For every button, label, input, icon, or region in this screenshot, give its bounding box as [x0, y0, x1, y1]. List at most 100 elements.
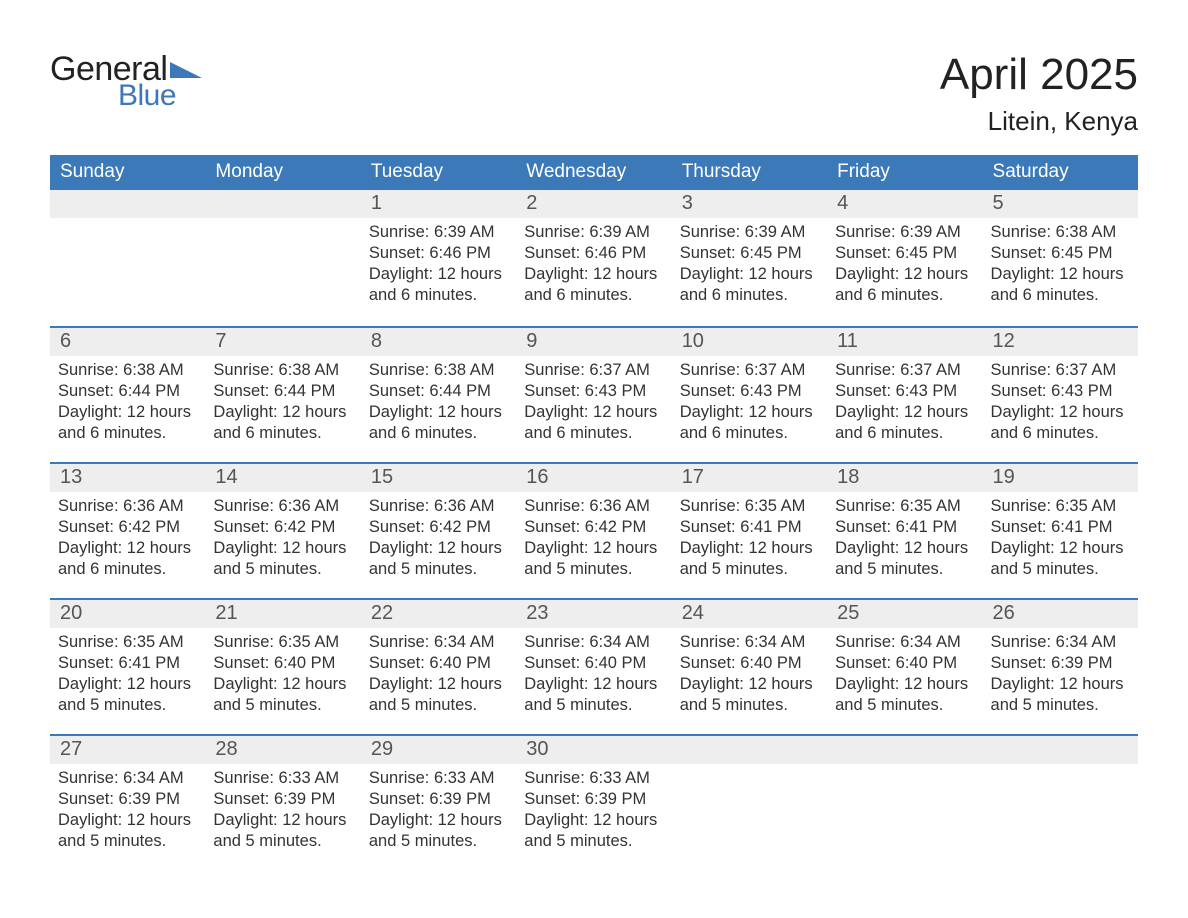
sunrise-line: Sunrise: 6:37 AM: [835, 360, 974, 381]
day-info: Sunrise: 6:37 AMSunset: 6:43 PMDaylight:…: [522, 356, 665, 444]
weekday-header: Sunday: [50, 155, 205, 190]
empty-day: [672, 734, 827, 764]
day-info: Sunrise: 6:39 AMSunset: 6:46 PMDaylight:…: [522, 218, 665, 306]
day-cell: 11Sunrise: 6:37 AMSunset: 6:43 PMDayligh…: [827, 326, 982, 462]
daylight-line: Daylight: 12 hours and 6 minutes.: [369, 264, 508, 306]
daylight-line: Daylight: 12 hours and 5 minutes.: [58, 674, 197, 716]
day-number: 18: [827, 462, 982, 492]
day-cell: [50, 190, 205, 326]
sunrise-line: Sunrise: 6:36 AM: [524, 496, 663, 517]
sunset-line: Sunset: 6:41 PM: [58, 653, 197, 674]
daylight-line: Daylight: 12 hours and 5 minutes.: [369, 674, 508, 716]
daylight-line: Daylight: 12 hours and 5 minutes.: [680, 538, 819, 580]
day-info: Sunrise: 6:35 AMSunset: 6:41 PMDaylight:…: [989, 492, 1132, 580]
day-cell: 16Sunrise: 6:36 AMSunset: 6:42 PMDayligh…: [516, 462, 671, 598]
sunrise-line: Sunrise: 6:33 AM: [369, 768, 508, 789]
day-info: Sunrise: 6:34 AMSunset: 6:40 PMDaylight:…: [678, 628, 821, 716]
day-number: 23: [516, 598, 671, 628]
daylight-line: Daylight: 12 hours and 5 minutes.: [991, 538, 1130, 580]
day-info: Sunrise: 6:37 AMSunset: 6:43 PMDaylight:…: [678, 356, 821, 444]
daylight-line: Daylight: 12 hours and 6 minutes.: [991, 264, 1130, 306]
day-cell: 15Sunrise: 6:36 AMSunset: 6:42 PMDayligh…: [361, 462, 516, 598]
sunrise-line: Sunrise: 6:39 AM: [369, 222, 508, 243]
weeks-container: 1Sunrise: 6:39 AMSunset: 6:46 PMDaylight…: [50, 190, 1138, 870]
day-number: 27: [50, 734, 205, 764]
day-cell: 4Sunrise: 6:39 AMSunset: 6:45 PMDaylight…: [827, 190, 982, 326]
week-row: 20Sunrise: 6:35 AMSunset: 6:41 PMDayligh…: [50, 598, 1138, 734]
sunset-line: Sunset: 6:42 PM: [213, 517, 352, 538]
daylight-line: Daylight: 12 hours and 5 minutes.: [58, 810, 197, 852]
day-info: Sunrise: 6:39 AMSunset: 6:45 PMDaylight:…: [833, 218, 976, 306]
empty-day: [205, 190, 360, 218]
day-info: Sunrise: 6:34 AMSunset: 6:39 PMDaylight:…: [56, 764, 199, 852]
day-cell: 24Sunrise: 6:34 AMSunset: 6:40 PMDayligh…: [672, 598, 827, 734]
sunrise-line: Sunrise: 6:39 AM: [524, 222, 663, 243]
sunrise-line: Sunrise: 6:35 AM: [58, 632, 197, 653]
weekday-header: Thursday: [672, 155, 827, 190]
day-number: 5: [983, 190, 1138, 218]
day-cell: 27Sunrise: 6:34 AMSunset: 6:39 PMDayligh…: [50, 734, 205, 870]
weekday-header: Wednesday: [516, 155, 671, 190]
day-number: 24: [672, 598, 827, 628]
day-info: Sunrise: 6:36 AMSunset: 6:42 PMDaylight:…: [522, 492, 665, 580]
daylight-line: Daylight: 12 hours and 5 minutes.: [213, 674, 352, 716]
day-number: 4: [827, 190, 982, 218]
day-number: 25: [827, 598, 982, 628]
sunrise-line: Sunrise: 6:34 AM: [680, 632, 819, 653]
day-cell: 17Sunrise: 6:35 AMSunset: 6:41 PMDayligh…: [672, 462, 827, 598]
day-info: Sunrise: 6:38 AMSunset: 6:45 PMDaylight:…: [989, 218, 1132, 306]
day-number: 22: [361, 598, 516, 628]
sunset-line: Sunset: 6:43 PM: [680, 381, 819, 402]
day-info: Sunrise: 6:39 AMSunset: 6:46 PMDaylight:…: [367, 218, 510, 306]
day-info: Sunrise: 6:37 AMSunset: 6:43 PMDaylight:…: [989, 356, 1132, 444]
day-number: 11: [827, 326, 982, 356]
daylight-line: Daylight: 12 hours and 6 minutes.: [58, 538, 197, 580]
day-number: 12: [983, 326, 1138, 356]
empty-day: [50, 190, 205, 218]
day-cell: 6Sunrise: 6:38 AMSunset: 6:44 PMDaylight…: [50, 326, 205, 462]
daylight-line: Daylight: 12 hours and 5 minutes.: [213, 810, 352, 852]
day-cell: 7Sunrise: 6:38 AMSunset: 6:44 PMDaylight…: [205, 326, 360, 462]
sunset-line: Sunset: 6:39 PM: [524, 789, 663, 810]
day-number: 6: [50, 326, 205, 356]
sunset-line: Sunset: 6:41 PM: [991, 517, 1130, 538]
sunset-line: Sunset: 6:45 PM: [835, 243, 974, 264]
weekday-header: Friday: [827, 155, 982, 190]
sunset-line: Sunset: 6:42 PM: [524, 517, 663, 538]
location-text: Litein, Kenya: [940, 106, 1138, 137]
day-cell: 12Sunrise: 6:37 AMSunset: 6:43 PMDayligh…: [983, 326, 1138, 462]
week-row: 6 Sunrise: 6:38 AMSunset: 6:44 PMDaylight…: [50, 326, 1138, 462]
sunset-line: Sunset: 6:43 PM: [991, 381, 1130, 402]
day-cell: 19Sunrise: 6:35 AMSunset: 6:41 PMDayligh…: [983, 462, 1138, 598]
daylight-line: Daylight: 12 hours and 6 minutes.: [524, 402, 663, 444]
title-block: April 2025 Litein, Kenya: [940, 50, 1138, 137]
daylight-line: Daylight: 12 hours and 5 minutes.: [369, 538, 508, 580]
daylight-line: Daylight: 12 hours and 5 minutes.: [524, 810, 663, 852]
day-cell: 28Sunrise: 6:33 AMSunset: 6:39 PMDayligh…: [205, 734, 360, 870]
week-row: 27Sunrise: 6:34 AMSunset: 6:39 PMDayligh…: [50, 734, 1138, 870]
day-cell: 10Sunrise: 6:37 AMSunset: 6:43 PMDayligh…: [672, 326, 827, 462]
sunset-line: Sunset: 6:40 PM: [213, 653, 352, 674]
day-info: Sunrise: 6:36 AMSunset: 6:42 PMDaylight:…: [56, 492, 199, 580]
daylight-line: Daylight: 12 hours and 6 minutes.: [369, 402, 508, 444]
sunrise-line: Sunrise: 6:34 AM: [835, 632, 974, 653]
daylight-line: Daylight: 12 hours and 6 minutes.: [680, 264, 819, 306]
sunset-line: Sunset: 6:43 PM: [835, 381, 974, 402]
day-number: 9: [516, 326, 671, 356]
sunset-line: Sunset: 6:39 PM: [58, 789, 197, 810]
day-info: Sunrise: 6:35 AMSunset: 6:41 PMDaylight:…: [56, 628, 199, 716]
daylight-line: Daylight: 12 hours and 5 minutes.: [835, 674, 974, 716]
day-info: Sunrise: 6:38 AMSunset: 6:44 PMDaylight:…: [367, 356, 510, 444]
day-info: Sunrise: 6:35 AMSunset: 6:41 PMDaylight:…: [678, 492, 821, 580]
day-info: Sunrise: 6:34 AMSunset: 6:39 PMDaylight:…: [989, 628, 1132, 716]
header: General Blue April 2025 Litein, Kenya: [50, 50, 1138, 137]
daylight-line: Daylight: 12 hours and 6 minutes.: [524, 264, 663, 306]
sunset-line: Sunset: 6:42 PM: [369, 517, 508, 538]
daylight-line: Daylight: 12 hours and 6 minutes.: [991, 402, 1130, 444]
sunset-line: Sunset: 6:41 PM: [835, 517, 974, 538]
sunrise-line: Sunrise: 6:33 AM: [213, 768, 352, 789]
sunset-line: Sunset: 6:39 PM: [213, 789, 352, 810]
sunrise-line: Sunrise: 6:37 AM: [524, 360, 663, 381]
weekday-header-row: SundayMondayTuesdayWednesdayThursdayFrid…: [50, 155, 1138, 190]
weekday-header: Monday: [205, 155, 360, 190]
